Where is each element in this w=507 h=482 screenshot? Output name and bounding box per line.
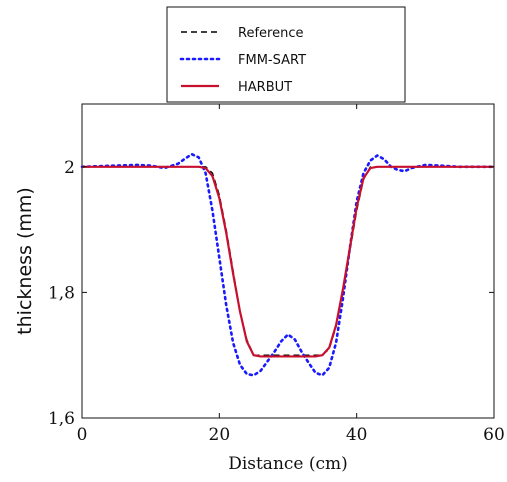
y-tick-label: 1,6: [48, 409, 75, 429]
series-line-reference: [82, 166, 494, 356]
legend-label: Reference: [238, 26, 303, 41]
series-line-fmm-sart: [80, 152, 496, 377]
series-group: [80, 152, 496, 377]
y-axis-label: thickness (mm): [14, 187, 36, 335]
series-line-harbut: [82, 165, 494, 358]
legend-label: HARBUT: [238, 80, 292, 95]
legend: Reference FMM-SART HARBUT: [166, 6, 406, 103]
y-tick-label: 2: [64, 158, 75, 178]
x-tick-label: 60: [483, 425, 505, 445]
x-axis-label: Distance (cm): [228, 454, 348, 474]
x-tick-label: 20: [209, 425, 231, 445]
x-tick-label: 0: [77, 425, 88, 445]
x-tick-label: 40: [346, 425, 368, 445]
y-tick-label: 1,8: [48, 283, 75, 303]
legend-label: FMM-SART: [238, 53, 306, 68]
ticks-group: 0 20 40 60 1,6 1,8 2: [48, 104, 505, 445]
plot-frame: [81, 103, 495, 419]
